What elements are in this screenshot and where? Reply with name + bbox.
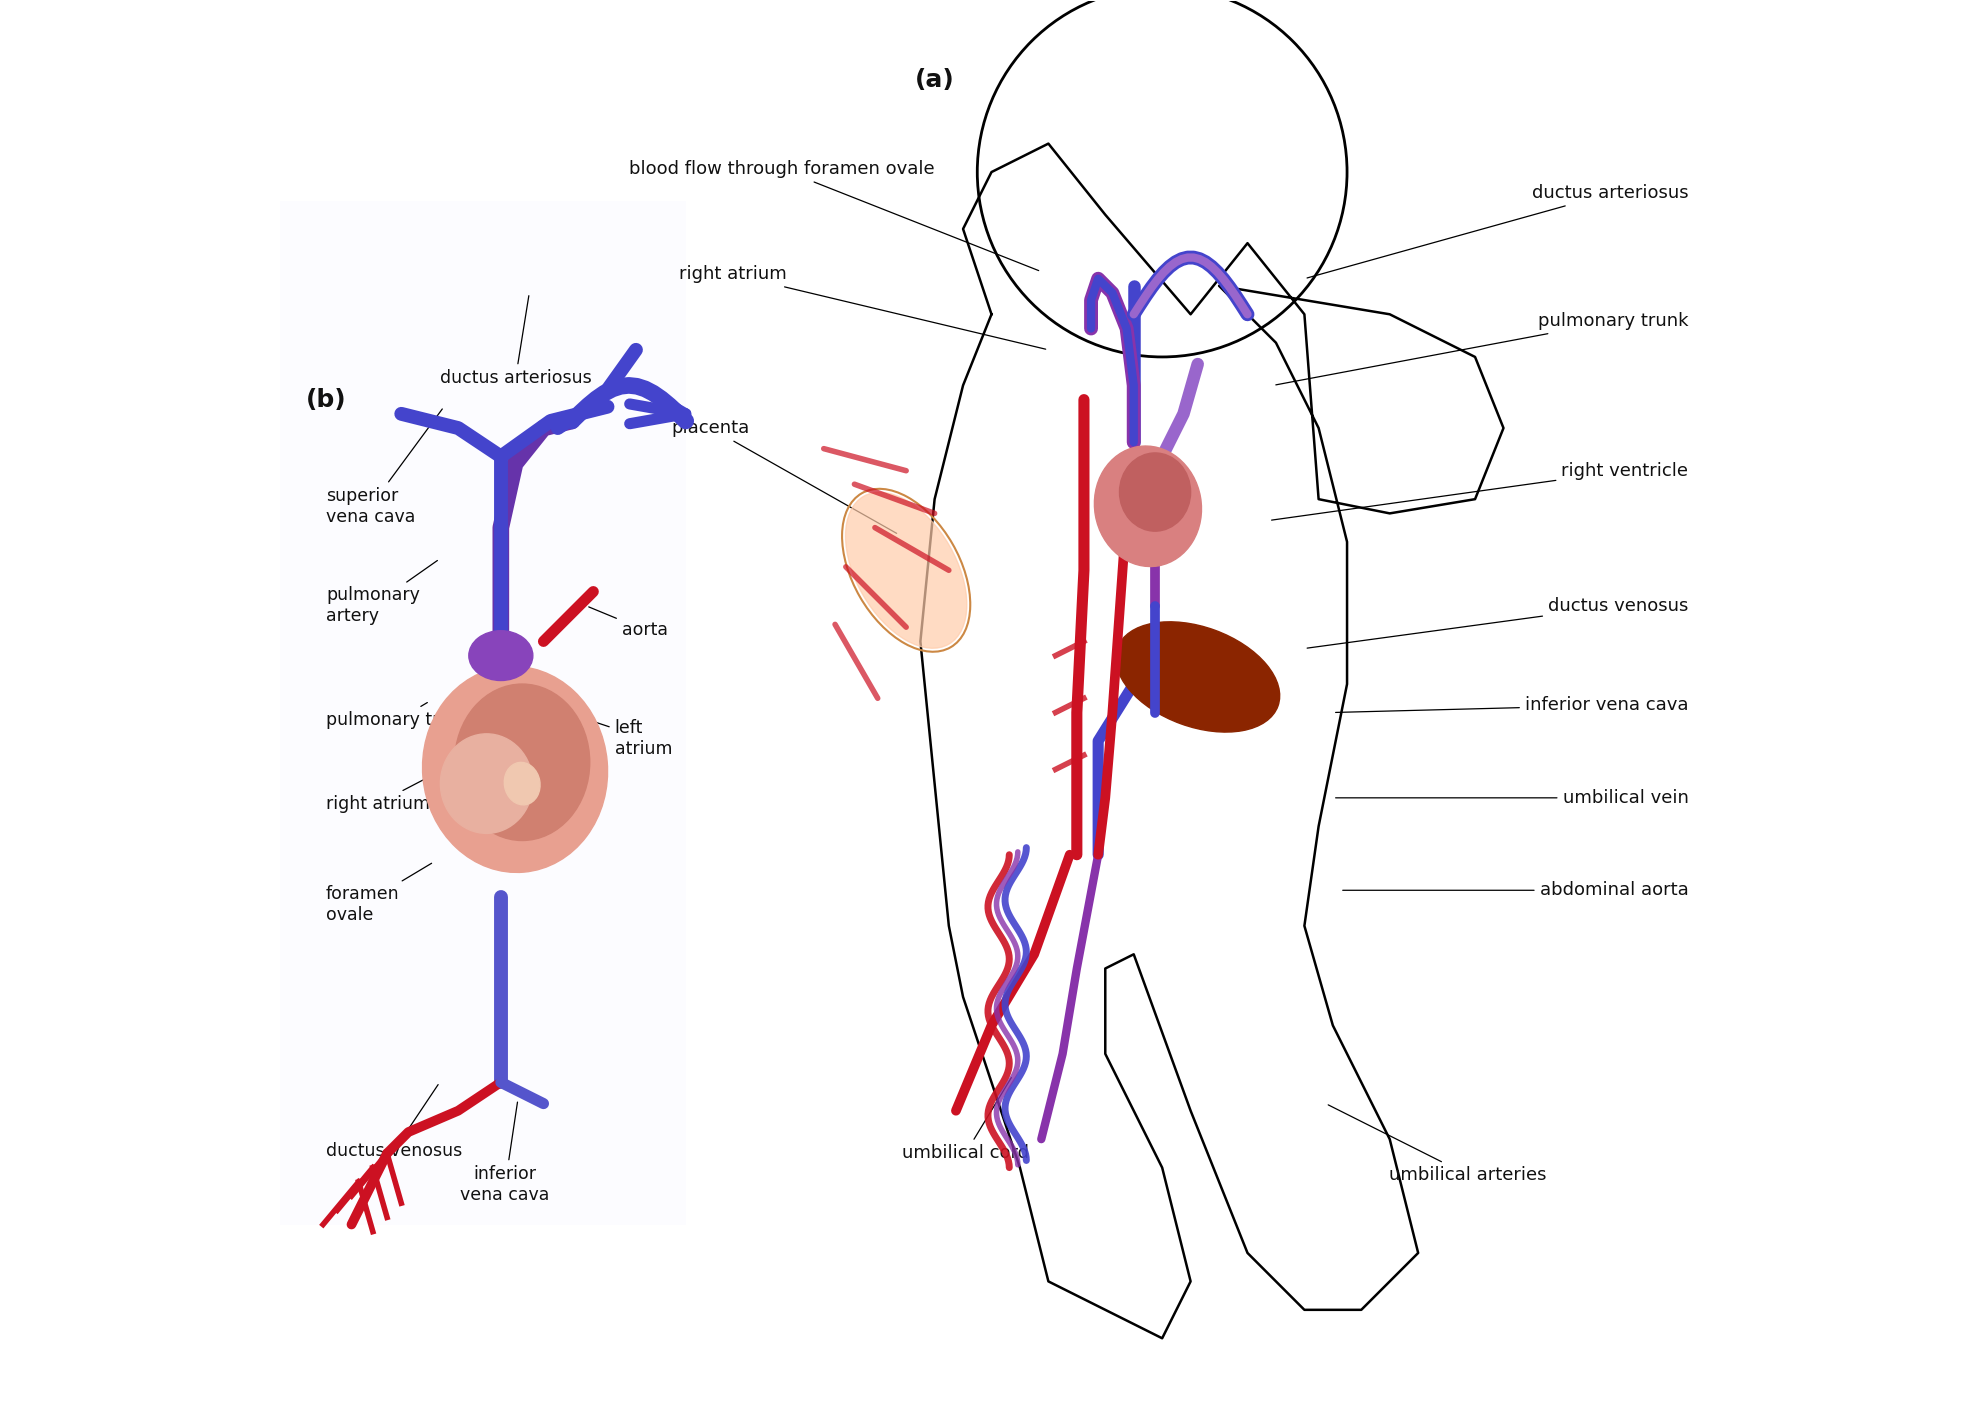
Text: pulmonary
artery: pulmonary artery (325, 560, 438, 626)
Ellipse shape (422, 667, 606, 872)
Ellipse shape (1120, 453, 1189, 532)
Ellipse shape (503, 762, 539, 805)
Text: pulmonary trunk: pulmonary trunk (1274, 312, 1687, 385)
Ellipse shape (454, 684, 589, 841)
Text: inferior
vena cava: inferior vena cava (460, 1102, 549, 1204)
Text: inferior vena cava: inferior vena cava (1336, 697, 1687, 714)
Text: right atrium: right atrium (325, 778, 430, 812)
Ellipse shape (1116, 621, 1278, 732)
Ellipse shape (468, 631, 533, 681)
Text: umbilical vein: umbilical vein (1336, 789, 1687, 807)
Text: pulmonary trunk: pulmonary trunk (325, 703, 472, 728)
Text: ductus venosus: ductus venosus (325, 1084, 462, 1160)
Text: left
atrium: left atrium (581, 718, 672, 758)
Text: right atrium: right atrium (678, 265, 1045, 349)
Text: (b): (b) (305, 388, 347, 412)
Text: foramen
ovale: foramen ovale (325, 864, 432, 923)
Ellipse shape (1094, 446, 1201, 567)
Text: aorta: aorta (589, 607, 668, 638)
Text: umbilical cord: umbilical cord (902, 1077, 1029, 1163)
Text: ductus arteriosus: ductus arteriosus (1306, 184, 1687, 278)
Ellipse shape (844, 492, 967, 648)
Text: superior
vena cava: superior vena cava (325, 409, 442, 526)
Bar (279, 201, 686, 1224)
Text: placenta: placenta (672, 419, 896, 533)
Text: (a): (a) (914, 67, 953, 91)
Text: blood flow through foramen ovale: blood flow through foramen ovale (628, 160, 1039, 271)
Text: ductus venosus: ductus venosus (1306, 597, 1687, 648)
Text: right ventricle: right ventricle (1270, 462, 1687, 520)
Text: abdominal aorta: abdominal aorta (1342, 881, 1687, 899)
Polygon shape (920, 144, 1502, 1338)
Text: ductus arteriosus: ductus arteriosus (440, 296, 591, 388)
Ellipse shape (440, 734, 533, 834)
Text: umbilical arteries: umbilical arteries (1328, 1104, 1546, 1184)
